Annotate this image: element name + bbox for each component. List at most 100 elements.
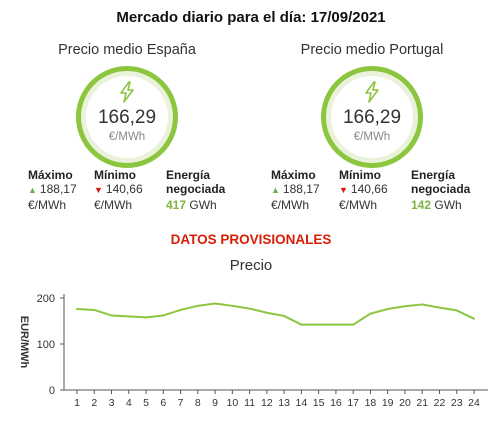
chart-series xyxy=(76,302,475,326)
spain-average-price: 166,29 xyxy=(97,107,157,128)
spain-min-unit: €/MWh xyxy=(94,198,133,212)
price-point xyxy=(300,323,303,326)
portugal-energy-value: 142 xyxy=(411,198,432,212)
portugal-min-unit: €/MWh xyxy=(339,198,378,212)
spain-price-ring: 166,29 €/MWh xyxy=(76,66,178,168)
y-tick-label: 100 xyxy=(37,339,55,351)
x-tick-label: 9 xyxy=(212,397,218,409)
x-tick-label: 22 xyxy=(434,397,446,409)
portugal-price-panel: Precio medio Portugal 166,29 €/MWh xyxy=(287,42,457,168)
price-point xyxy=(231,304,234,307)
price-point xyxy=(76,308,78,311)
price-point xyxy=(127,315,130,318)
price-point xyxy=(438,306,441,309)
spain-label: Precio medio España xyxy=(58,42,196,58)
x-tick-label: 18 xyxy=(365,397,377,409)
x-tick-label: 7 xyxy=(178,397,184,409)
price-point xyxy=(214,302,217,305)
portugal-energy-unit: GWh xyxy=(434,198,462,212)
spain-energy-value: 417 xyxy=(166,198,187,212)
x-tick-label: 2 xyxy=(91,397,97,409)
y-axis-label: EUR/MWh xyxy=(18,316,30,369)
price-point xyxy=(265,311,268,314)
spain-min: Mínimo ▼ 140,66 €/MWh xyxy=(94,168,143,213)
price-point xyxy=(352,323,355,326)
x-tick-label: 12 xyxy=(261,397,273,409)
x-tick-label: 15 xyxy=(313,397,325,409)
price-series-line xyxy=(76,302,475,326)
portugal-energy: Energía negociada 142 GWh xyxy=(411,168,470,213)
spain-energy-label-2: negociada xyxy=(166,182,226,196)
spain-max-label: Máximo xyxy=(28,168,73,182)
x-tick-label: 13 xyxy=(278,397,290,409)
triangle-down-icon: ▼ xyxy=(339,185,348,195)
x-tick-label: 10 xyxy=(227,397,239,409)
x-tick-label: 14 xyxy=(296,397,308,409)
portugal-label: Precio medio Portugal xyxy=(300,42,444,58)
portugal-min-label: Mínimo xyxy=(339,168,381,182)
triangle-down-icon: ▼ xyxy=(94,185,103,195)
price-point xyxy=(403,305,406,308)
x-tick-label: 17 xyxy=(347,397,359,409)
price-point xyxy=(110,314,113,317)
price-point xyxy=(162,314,165,317)
y-tick-label: 200 xyxy=(37,293,55,305)
x-tick-label: 1 xyxy=(74,397,80,409)
x-tick-label: 4 xyxy=(126,397,132,409)
portugal-min: Mínimo ▼ 140,66 €/MWh xyxy=(339,168,388,213)
price-point xyxy=(369,312,372,315)
portugal-max-label: Máximo xyxy=(271,168,316,182)
x-tick-label: 21 xyxy=(416,397,428,409)
lightning-bolt-icon xyxy=(365,81,379,103)
spain-max-value: 188,17 xyxy=(39,182,77,196)
portugal-max-unit: €/MWh xyxy=(271,198,310,212)
x-tick-label: 16 xyxy=(330,397,342,409)
portugal-max-value: 188,17 xyxy=(282,182,320,196)
portugal-min-value: 140,66 xyxy=(350,182,388,196)
portugal-energy-label-1: Energía xyxy=(411,168,456,182)
spain-max-unit: €/MWh xyxy=(28,198,67,212)
price-point xyxy=(93,308,96,311)
price-point xyxy=(145,316,148,319)
spain-price-unit: €/MWh xyxy=(108,131,146,143)
x-tick-label: 19 xyxy=(382,397,394,409)
spain-min-value: 140,66 xyxy=(105,182,143,196)
spain-energy: Energía negociada 417 GWh xyxy=(166,168,225,213)
provisional-data-notice: DATOS PROVISIONALES xyxy=(170,232,332,247)
price-point xyxy=(283,314,286,317)
spain-energy-unit: GWh xyxy=(189,198,217,212)
x-tick-label: 23 xyxy=(451,397,463,409)
spain-price-panel: Precio medio España 166,29 €/MWh xyxy=(42,42,212,168)
lightning-bolt-icon xyxy=(120,81,134,103)
spain-max: Máximo ▲ 188,17 €/MWh xyxy=(28,168,77,213)
x-tick-label: 3 xyxy=(109,397,115,409)
triangle-up-icon: ▲ xyxy=(271,185,280,195)
price-point xyxy=(455,309,458,312)
portugal-max: Máximo ▲ 188,17 €/MWh xyxy=(271,168,320,213)
price-point xyxy=(421,303,424,306)
portugal-average-price: 166,29 xyxy=(342,107,402,128)
price-point xyxy=(473,317,475,320)
x-tick-label: 11 xyxy=(244,397,255,409)
chart-title: Precio xyxy=(229,257,273,274)
x-tick-label: 20 xyxy=(399,397,411,409)
x-tick-label: 6 xyxy=(160,397,166,409)
x-tick-label: 8 xyxy=(195,397,201,409)
portugal-energy-label-2: negociada xyxy=(411,182,471,196)
price-point xyxy=(196,304,199,307)
x-tick-label: 5 xyxy=(143,397,149,409)
page-title: Mercado diario para el día: 17/09/2021 xyxy=(116,9,386,26)
price-point xyxy=(386,308,389,311)
triangle-up-icon: ▲ xyxy=(28,185,37,195)
x-tick-label: 24 xyxy=(468,397,480,409)
price-point xyxy=(334,323,337,326)
spain-min-label: Mínimo xyxy=(94,168,136,182)
price-point xyxy=(179,308,182,311)
portugal-price-unit: €/MWh xyxy=(353,131,391,143)
spain-energy-label-1: Energía xyxy=(166,168,211,182)
price-point xyxy=(248,307,251,310)
portugal-price-ring: 166,29 €/MWh xyxy=(321,66,423,168)
price-point xyxy=(317,323,320,326)
